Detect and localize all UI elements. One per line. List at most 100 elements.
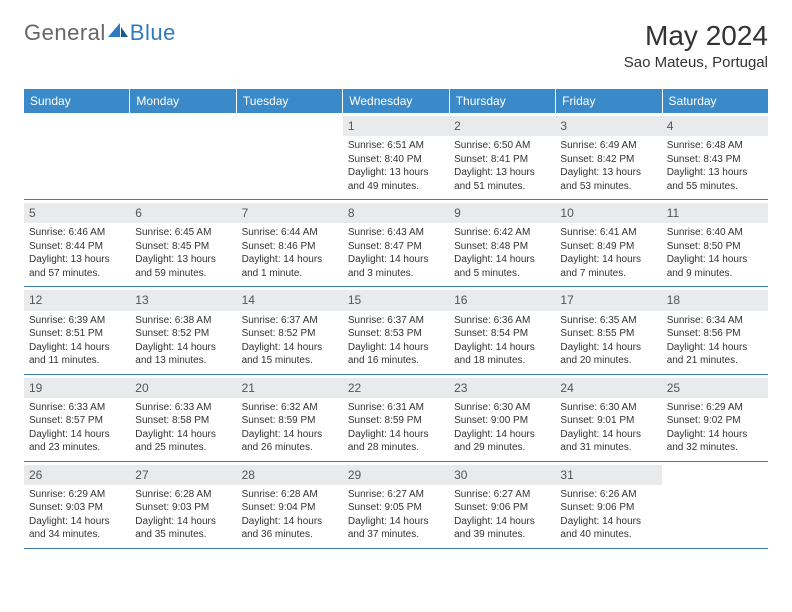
day-number: 31 (555, 465, 661, 485)
calendar-cell: 11Sunrise: 6:40 AMSunset: 8:50 PMDayligh… (662, 200, 768, 286)
day-number: 3 (555, 116, 661, 136)
day-number: 9 (449, 203, 555, 223)
calendar-cell: 4 Sunrise: 6:48 AMSunset: 8:43 PMDaylight… (662, 113, 768, 199)
day-number: 30 (449, 465, 555, 485)
day-info: Sunrise: 6:28 AMSunset: 9:03 PMDaylight:… (135, 488, 231, 542)
calendar-cell: 16 Sunrise: 6:36 AMSunset: 8:54 PMDayligh… (449, 287, 555, 373)
day-info: Sunrise: 6:49 AMSunset: 8:42 PMDaylight:… (560, 139, 656, 193)
day-number: 22 (343, 378, 449, 398)
day-info: Sunrise: 6:43 AMSunset: 8:47 PMDaylight:… (348, 226, 444, 280)
calendar-cell: 7Sunrise: 6:44 AMSunset: 8:46 PMDaylight… (237, 200, 343, 286)
page-header: General Blue May 2024 Sao Mateus, Portug… (24, 20, 768, 71)
calendar-cell: 5 Sunrise: 6:46 AMSunset: 8:44 PMDaylight… (24, 200, 130, 286)
day-info: Sunrise: 6:32 AMSunset: 8:59 PMDaylight:… (242, 401, 338, 455)
day-number: 12 (24, 290, 130, 310)
day-number: 16 (449, 290, 555, 310)
calendar-row: 19Sunrise: 6:33 AMSunset: 8:57 PMDayligh… (24, 375, 768, 462)
day-info: Sunrise: 6:39 AMSunset: 8:51 PMDaylight:… (29, 314, 125, 368)
weekday-header: Thursday (450, 89, 556, 113)
day-number: 5 (24, 203, 130, 223)
location-label: Sao Mateus, Portugal (624, 54, 768, 71)
calendar-cell: 6 Sunrise: 6:45 AMSunset: 8:45 PMDaylight… (130, 200, 236, 286)
calendar-cell: 12 Sunrise: 6:39 AMSunset: 8:51 PMDayligh… (24, 287, 130, 373)
day-number: 10 (555, 203, 661, 223)
calendar-cell: 3 Sunrise: 6:49 AMSunset: 8:42 PMDaylight… (555, 113, 661, 199)
calendar-cell: 30Sunrise: 6:27 AMSunset: 9:06 PMDayligh… (449, 462, 555, 548)
day-number: 26 (24, 465, 130, 485)
title-block: May 2024 Sao Mateus, Portugal (624, 20, 768, 71)
day-number: 2 (449, 116, 555, 136)
day-info: Sunrise: 6:29 AMSunset: 9:03 PMDaylight:… (29, 488, 125, 542)
day-number: 4 (662, 116, 768, 136)
logo-word-1: General (24, 20, 106, 46)
day-info: Sunrise: 6:40 AMSunset: 8:50 PMDaylight:… (667, 226, 763, 280)
day-number: 14 (237, 290, 343, 310)
calendar-cell: 24 Sunrise: 6:30 AMSunset: 9:01 PMDayligh… (555, 375, 661, 461)
calendar-cell: 17 Sunrise: 6:35 AMSunset: 8:55 PMDayligh… (555, 287, 661, 373)
calendar-cell: 25Sunrise: 6:29 AMSunset: 9:02 PMDayligh… (662, 375, 768, 461)
day-info: Sunrise: 6:30 AMSunset: 9:01 PMDaylight:… (560, 401, 656, 455)
calendar-cell: 13Sunrise: 6:38 AMSunset: 8:52 PMDayligh… (130, 287, 236, 373)
day-number: 20 (130, 378, 236, 398)
day-number: 27 (130, 465, 236, 485)
day-number: 1 (343, 116, 449, 136)
day-info: Sunrise: 6:28 AMSunset: 9:04 PMDaylight:… (242, 488, 338, 542)
calendar-cell: 10 Sunrise: 6:41 AMSunset: 8:49 PMDayligh… (555, 200, 661, 286)
calendar-row: 5 Sunrise: 6:46 AMSunset: 8:44 PMDaylight… (24, 200, 768, 287)
weekday-header-row: SundayMondayTuesdayWednesdayThursdayFrid… (24, 89, 768, 113)
day-info: Sunrise: 6:36 AMSunset: 8:54 PMDaylight:… (454, 314, 550, 368)
day-info: Sunrise: 6:26 AMSunset: 9:06 PMDaylight:… (560, 488, 656, 542)
calendar-cell: 26 Sunrise: 6:29 AMSunset: 9:03 PMDayligh… (24, 462, 130, 548)
calendar-page: General Blue May 2024 Sao Mateus, Portug… (0, 0, 792, 569)
day-info: Sunrise: 6:30 AMSunset: 9:00 PMDaylight:… (454, 401, 550, 455)
calendar-row: 12 Sunrise: 6:39 AMSunset: 8:51 PMDayligh… (24, 287, 768, 374)
calendar-cell (130, 113, 236, 199)
logo-word-2: Blue (130, 20, 176, 46)
day-number: 29 (343, 465, 449, 485)
day-number: 8 (343, 203, 449, 223)
day-info: Sunrise: 6:27 AMSunset: 9:05 PMDaylight:… (348, 488, 444, 542)
calendar-cell: 31 Sunrise: 6:26 AMSunset: 9:06 PMDayligh… (555, 462, 661, 548)
calendar-cell: 14 Sunrise: 6:37 AMSunset: 8:52 PMDayligh… (237, 287, 343, 373)
calendar-cell: 22 Sunrise: 6:31 AMSunset: 8:59 PMDayligh… (343, 375, 449, 461)
day-number: 21 (237, 378, 343, 398)
calendar-body: 1 Sunrise: 6:51 AMSunset: 8:40 PMDaylight… (24, 113, 768, 549)
weekday-header: Sunday (24, 89, 130, 113)
calendar-cell: 1 Sunrise: 6:51 AMSunset: 8:40 PMDaylight… (343, 113, 449, 199)
sail-icon (106, 21, 130, 41)
day-number: 18 (662, 290, 768, 310)
day-info: Sunrise: 6:41 AMSunset: 8:49 PMDaylight:… (560, 226, 656, 280)
day-info: Sunrise: 6:38 AMSunset: 8:52 PMDaylight:… (135, 314, 231, 368)
calendar-cell: 19Sunrise: 6:33 AMSunset: 8:57 PMDayligh… (24, 375, 130, 461)
calendar-cell (24, 113, 130, 199)
day-info: Sunrise: 6:33 AMSunset: 8:58 PMDaylight:… (135, 401, 231, 455)
calendar-cell (662, 462, 768, 548)
weekday-header: Saturday (663, 89, 768, 113)
day-info: Sunrise: 6:37 AMSunset: 8:52 PMDaylight:… (242, 314, 338, 368)
calendar-cell (237, 113, 343, 199)
calendar-cell: 29 Sunrise: 6:27 AMSunset: 9:05 PMDayligh… (343, 462, 449, 548)
day-info: Sunrise: 6:29 AMSunset: 9:02 PMDaylight:… (667, 401, 763, 455)
month-title: May 2024 (624, 20, 768, 52)
day-info: Sunrise: 6:46 AMSunset: 8:44 PMDaylight:… (29, 226, 125, 280)
calendar-cell: 27 Sunrise: 6:28 AMSunset: 9:03 PMDayligh… (130, 462, 236, 548)
weekday-header: Tuesday (237, 89, 343, 113)
calendar-cell: 20 Sunrise: 6:33 AMSunset: 8:58 PMDayligh… (130, 375, 236, 461)
day-number: 6 (130, 203, 236, 223)
day-info: Sunrise: 6:31 AMSunset: 8:59 PMDaylight:… (348, 401, 444, 455)
day-number: 28 (237, 465, 343, 485)
day-info: Sunrise: 6:48 AMSunset: 8:43 PMDaylight:… (667, 139, 763, 193)
calendar-cell: 23Sunrise: 6:30 AMSunset: 9:00 PMDayligh… (449, 375, 555, 461)
day-info: Sunrise: 6:34 AMSunset: 8:56 PMDaylight:… (667, 314, 763, 368)
calendar-cell: 15Sunrise: 6:37 AMSunset: 8:53 PMDayligh… (343, 287, 449, 373)
calendar-cell: 2Sunrise: 6:50 AMSunset: 8:41 PMDaylight… (449, 113, 555, 199)
day-number: 24 (555, 378, 661, 398)
calendar: SundayMondayTuesdayWednesdayThursdayFrid… (24, 89, 768, 549)
day-number: 17 (555, 290, 661, 310)
day-info: Sunrise: 6:44 AMSunset: 8:46 PMDaylight:… (242, 226, 338, 280)
weekday-header: Monday (130, 89, 236, 113)
day-info: Sunrise: 6:51 AMSunset: 8:40 PMDaylight:… (348, 139, 444, 193)
logo: General Blue (24, 20, 176, 46)
day-info: Sunrise: 6:35 AMSunset: 8:55 PMDaylight:… (560, 314, 656, 368)
day-info: Sunrise: 6:45 AMSunset: 8:45 PMDaylight:… (135, 226, 231, 280)
